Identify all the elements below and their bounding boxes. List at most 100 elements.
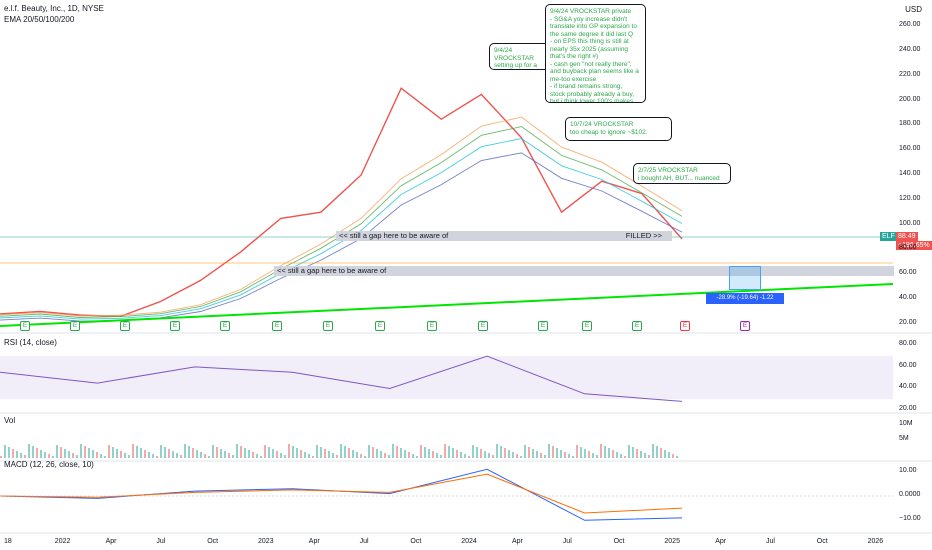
price-tick-0: 260.00 xyxy=(899,21,921,29)
volume-bar-74 xyxy=(296,448,298,458)
time-tick-1: 2022 xyxy=(54,538,71,545)
volume-bar-154 xyxy=(616,452,618,458)
volume-bar-148 xyxy=(592,453,594,458)
callout-note-3[interactable]: 10/7/24 VROCKSTAR too cheap to ignore ~$… xyxy=(565,117,672,141)
earnings-marker-11[interactable]: E xyxy=(582,321,592,331)
volume-bar-77 xyxy=(308,454,310,458)
price-tick-6: 140.00 xyxy=(899,170,921,177)
volume-bar-151 xyxy=(604,446,606,458)
volume-bar-153 xyxy=(612,450,614,458)
volume-bar-98 xyxy=(392,444,394,458)
volume-bar-91 xyxy=(364,456,366,458)
time-tick-13: 2025 xyxy=(664,538,680,545)
earnings-marker-14[interactable]: E xyxy=(740,321,750,331)
callout-note-1[interactable]: 9/4/24 VROCKSTAR setting up for a big sw… xyxy=(489,43,551,70)
volume-bar-129 xyxy=(516,454,518,458)
volume-bar-20 xyxy=(80,444,82,458)
volume-bar-168 xyxy=(672,454,674,458)
callout-note-4[interactable]: 2/7/25 VROCKSTAR i bought AH, BUT... nua… xyxy=(633,163,731,184)
volume-bar-56 xyxy=(224,451,226,458)
gap-band-upper: << still a gap here to be aware of FILLE… xyxy=(336,231,672,241)
time-tick-10: Apr xyxy=(512,538,523,545)
time-tick-15: Jul xyxy=(766,538,775,545)
callout-note-2[interactable]: 9/4/24 VROCKSTAR private - SG&A yoy incr… xyxy=(545,4,646,103)
volume-bar-99 xyxy=(396,446,398,458)
time-tick-16: Oct xyxy=(816,538,828,545)
last-price-tag: 88.49 xyxy=(896,232,918,241)
earnings-marker-3[interactable]: E xyxy=(170,321,180,331)
earnings-marker-8[interactable]: E xyxy=(427,321,437,331)
earnings-marker-6[interactable]: E xyxy=(323,321,333,331)
volume-bar-34 xyxy=(136,446,138,458)
earnings-marker-4[interactable]: E xyxy=(220,321,230,331)
volume-bar-109 xyxy=(436,453,438,458)
volume-bar-3 xyxy=(12,449,14,458)
volume-bar-143 xyxy=(572,456,574,458)
volume-bar-10 xyxy=(40,450,42,458)
volume-bar-73 xyxy=(292,446,294,458)
volume-bar-33 xyxy=(132,444,134,458)
volume-bar-16 xyxy=(64,449,66,458)
earnings-marker-12[interactable]: E xyxy=(632,321,642,331)
measure-tool[interactable]: -28.9% (-19.64) -1.22 xyxy=(706,293,784,304)
volume-bar-95 xyxy=(380,451,382,458)
volume-bar-40 xyxy=(160,445,162,458)
gap-lower-label: << still a gap here to be aware of xyxy=(277,266,387,275)
volume-bar-106 xyxy=(424,447,426,458)
earnings-marker-7[interactable]: E xyxy=(375,321,385,331)
volume-bar-140 xyxy=(560,450,562,458)
ema100-line xyxy=(0,138,683,320)
earnings-marker-2[interactable]: E xyxy=(120,321,130,331)
trendline xyxy=(0,283,894,327)
volume-bar-14 xyxy=(56,445,58,458)
volume-bar-124 xyxy=(496,444,498,458)
volume-bar-119 xyxy=(476,447,478,458)
volume-bar-113 xyxy=(452,448,454,458)
price-line xyxy=(0,87,683,318)
volume-bar-127 xyxy=(508,450,510,458)
time-tick-0: 18 xyxy=(4,538,12,545)
volume-bar-169 xyxy=(676,456,678,458)
earnings-marker-10[interactable]: E xyxy=(538,321,548,331)
time-tick-5: 2023 xyxy=(258,538,274,545)
earnings-marker-0[interactable]: E xyxy=(20,321,30,331)
rsi-tick-3: 20.00 xyxy=(899,405,917,412)
volume-bar-79 xyxy=(316,445,318,458)
earnings-marker-9[interactable]: E xyxy=(478,321,488,331)
volume-bar-44 xyxy=(176,453,178,458)
earnings-marker-5[interactable]: E xyxy=(272,321,282,331)
rsi-tick-2: 40.00 xyxy=(899,383,917,391)
rsi-tick-1: 60.00 xyxy=(899,361,917,369)
volume-bar-58 xyxy=(232,455,234,458)
volume-bar-46 xyxy=(184,444,186,458)
volume-bar-54 xyxy=(216,447,218,458)
volume-bar-31 xyxy=(124,453,126,458)
volume-bar-60 xyxy=(240,446,242,458)
price-tick-1: 240.00 xyxy=(899,46,921,53)
volume-bar-22 xyxy=(88,448,90,458)
volume-bar-27 xyxy=(108,445,110,458)
volume-bar-146 xyxy=(584,449,586,458)
macd-tick-0: 10.00 xyxy=(899,466,917,474)
earnings-marker-13[interactable]: E xyxy=(680,321,690,331)
macd-line xyxy=(0,468,683,521)
volume-bar-39 xyxy=(156,456,158,458)
volume-bar-135 xyxy=(540,453,542,458)
ema20-line xyxy=(0,116,683,317)
volume-bar-126 xyxy=(504,448,506,458)
volume-bar-57 xyxy=(228,453,230,458)
volume-bar-30 xyxy=(120,451,122,458)
volume-bar-29 xyxy=(116,449,118,458)
earnings-marker-1[interactable]: E xyxy=(70,321,80,331)
volume-bar-36 xyxy=(144,450,146,458)
volume-bar-12 xyxy=(48,454,50,458)
volume-bar-18 xyxy=(72,453,74,458)
volume-bar-85 xyxy=(340,444,342,458)
volume-bar-28 xyxy=(112,447,114,458)
price-tick-3: 200.00 xyxy=(899,95,921,103)
volume-bar-13 xyxy=(52,456,54,458)
price-tick-9: 80.00 xyxy=(899,244,917,252)
volume-bar-32 xyxy=(128,455,130,458)
price-tick-12: 20.00 xyxy=(899,318,917,326)
